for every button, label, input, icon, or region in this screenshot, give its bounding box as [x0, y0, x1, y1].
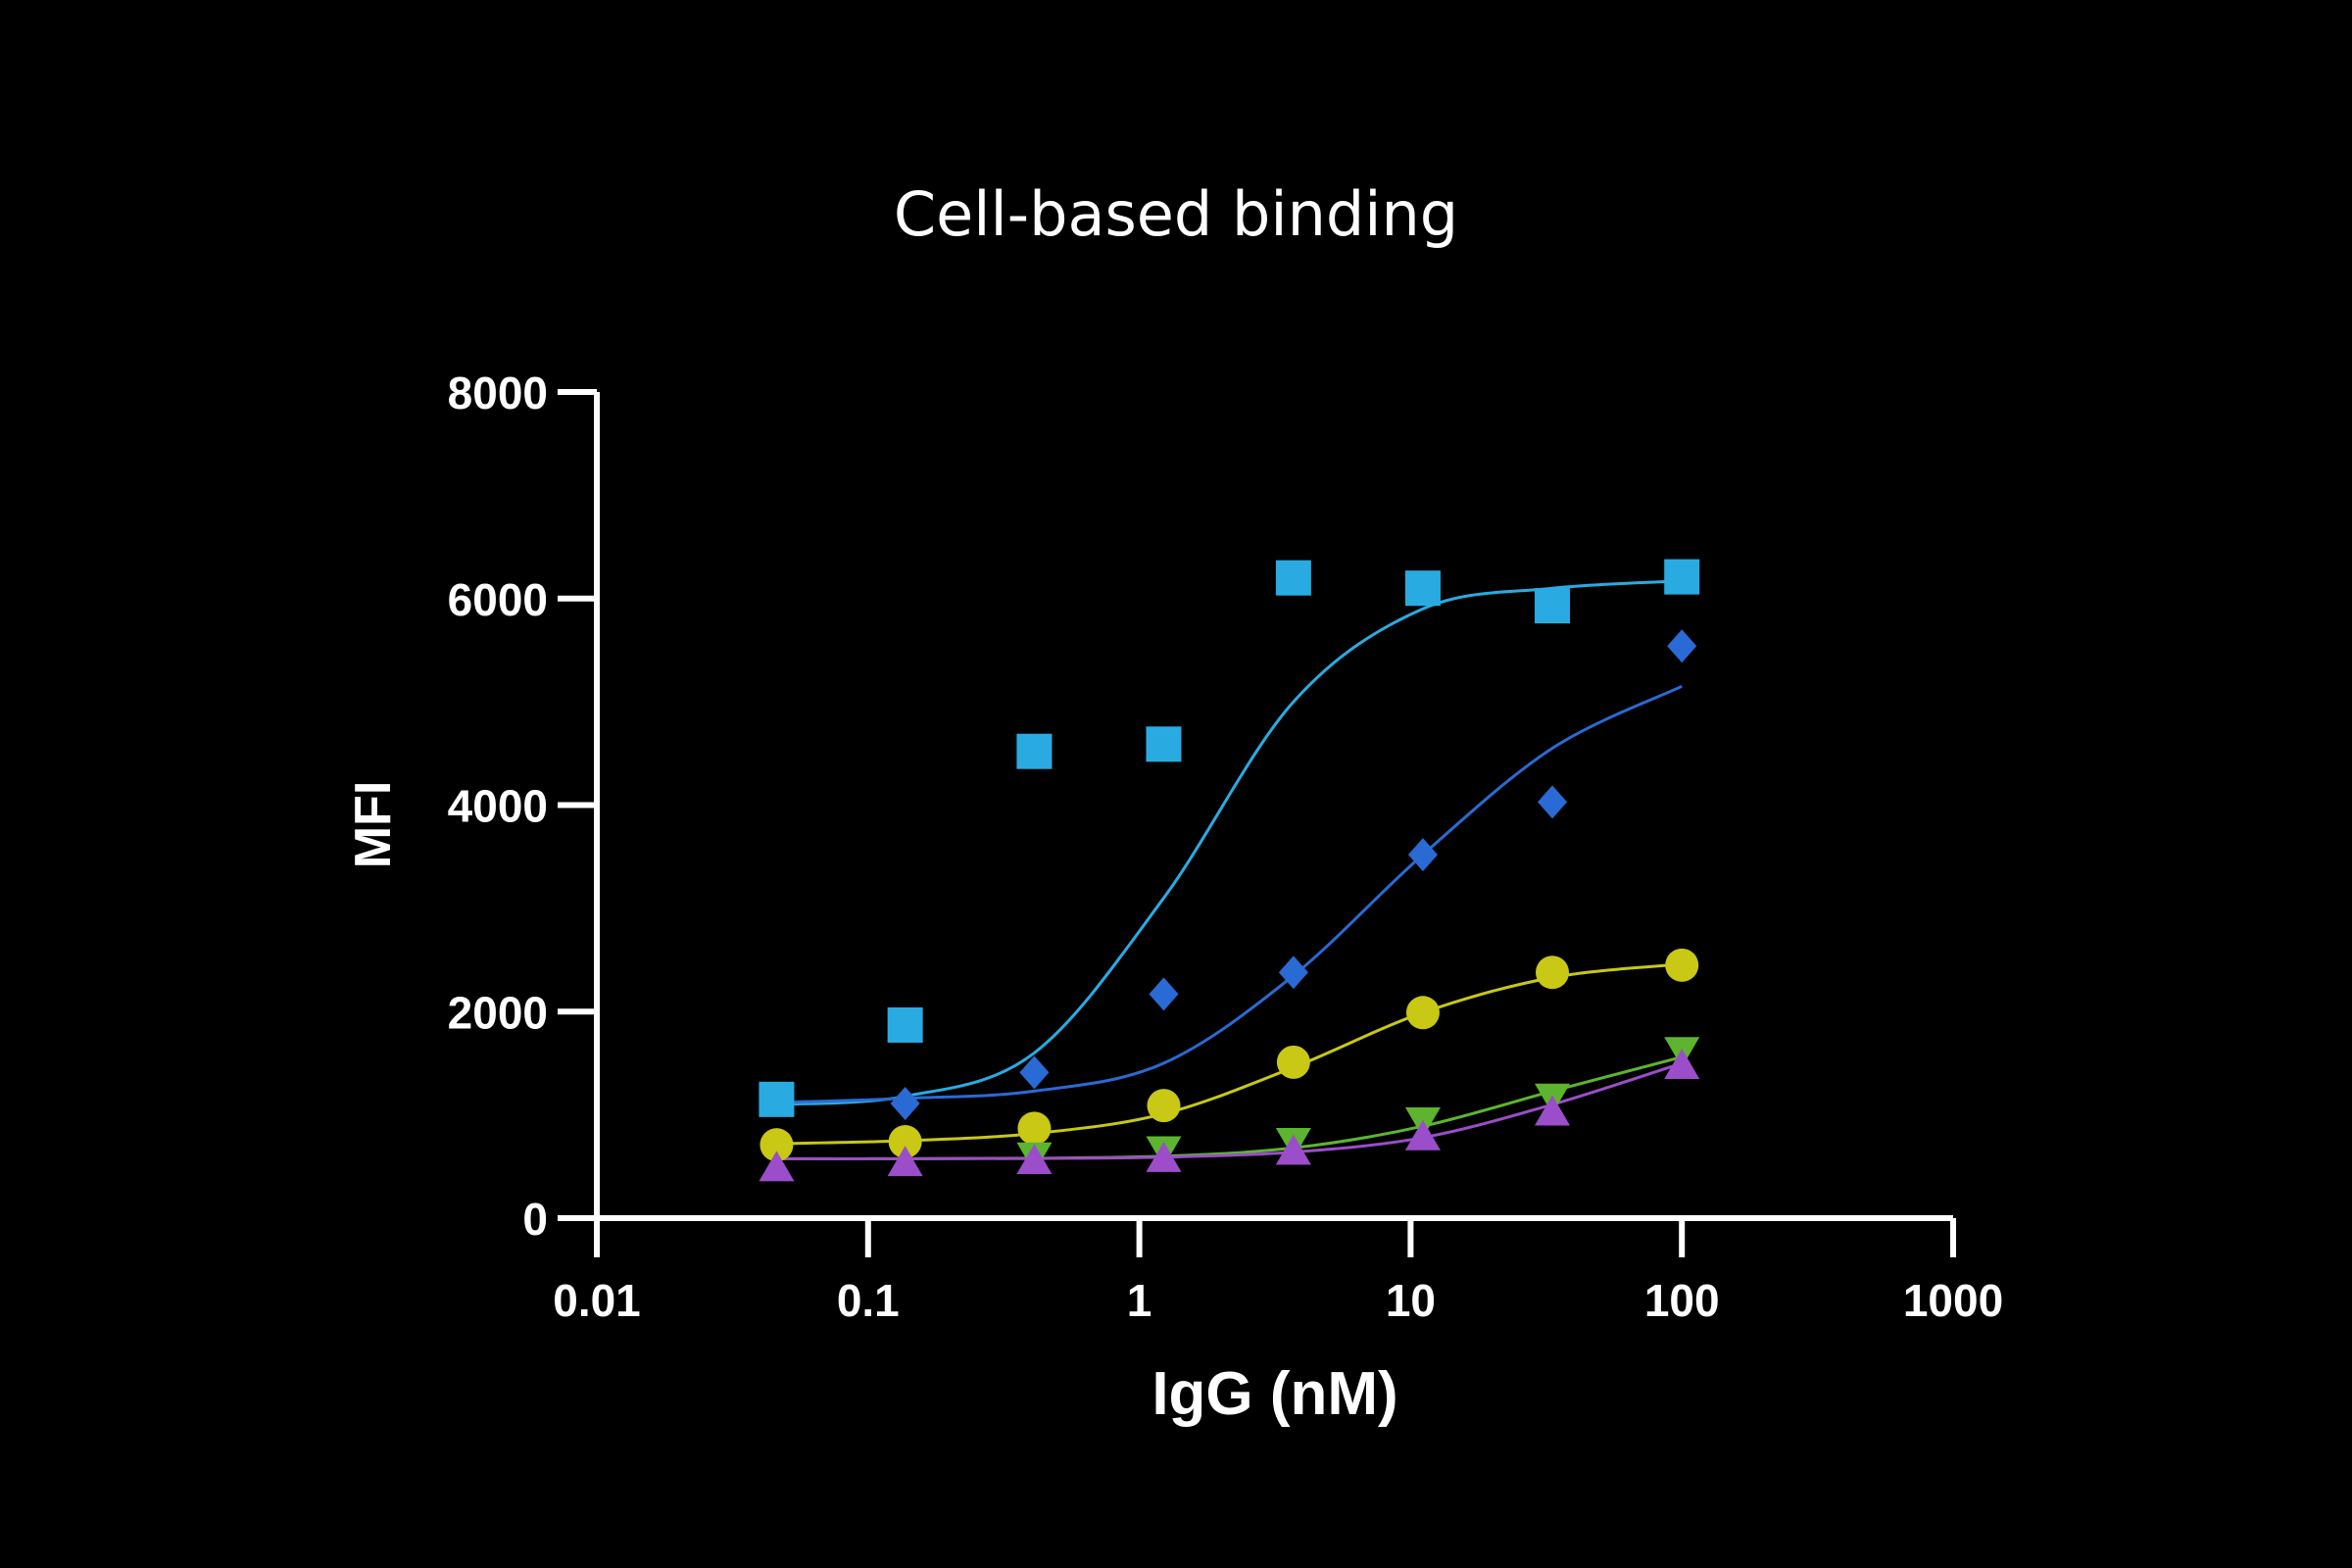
- y-axis-label: MFI: [345, 781, 402, 869]
- data-point-series-3: [1147, 1089, 1181, 1123]
- x-tick-label: 10: [1386, 1275, 1436, 1326]
- x-tick-label: 1: [1127, 1275, 1152, 1326]
- y-tick-label: 4000: [448, 781, 548, 832]
- data-point-series-3: [1276, 1045, 1310, 1079]
- data-point-series-5: [759, 1151, 795, 1182]
- data-point-series-3: [1665, 948, 1699, 982]
- data-point-series-2: [1667, 629, 1697, 663]
- data-points: [759, 559, 1700, 1182]
- data-point-series-1: [759, 1081, 795, 1117]
- data-point-series-2: [890, 1087, 920, 1121]
- y-tick-label: 2000: [448, 987, 548, 1038]
- fit-curve-5: [776, 1061, 1683, 1160]
- data-point-series-2: [1538, 785, 1568, 819]
- data-point-series-5: [1275, 1134, 1311, 1165]
- y-tick-label: 0: [522, 1194, 548, 1245]
- fit-curve-1: [776, 579, 1683, 1106]
- data-point-series-5: [1146, 1141, 1182, 1172]
- data-point-series-5: [887, 1146, 923, 1177]
- data-point-series-5: [1664, 1049, 1700, 1080]
- data-point-series-3: [1536, 956, 1570, 990]
- data-point-series-2: [1278, 956, 1308, 990]
- x-tick-label: 1000: [1903, 1275, 2003, 1326]
- axes: 0 2000 4000 6000 8000 0.01 0.1 1 10 100 1000: [448, 368, 2004, 1326]
- data-point-series-3: [1017, 1111, 1052, 1146]
- data-point-series-1: [1664, 559, 1700, 595]
- data-point-series-1: [887, 1006, 923, 1043]
- data-point-series-1: [1275, 560, 1311, 596]
- data-point-series-2: [1149, 977, 1179, 1011]
- data-point-series-3: [1405, 996, 1440, 1030]
- y-tick-label: 6000: [448, 574, 548, 625]
- x-tick-label: 0.01: [553, 1275, 641, 1326]
- data-point-series-1: [1146, 726, 1182, 762]
- x-tick-label: 100: [1644, 1275, 1720, 1326]
- data-point-series-1: [1016, 733, 1053, 769]
- data-point-series-3: [760, 1128, 794, 1162]
- fit-curve-2: [776, 684, 1683, 1104]
- data-point-series-3: [888, 1125, 922, 1159]
- data-point-series-1: [1404, 570, 1441, 607]
- y-tick-label: 8000: [448, 368, 548, 418]
- data-point-series-5: [1404, 1119, 1441, 1151]
- data-point-series-1: [1535, 588, 1571, 624]
- x-axis-label: IgG (nM): [1152, 1360, 1397, 1428]
- data-point-series-2: [1407, 838, 1438, 872]
- x-tick-label: 0.1: [837, 1275, 900, 1326]
- data-point-series-2: [1019, 1055, 1050, 1090]
- fit-curves: [776, 579, 1683, 1160]
- chart-title: Cell-based binding: [893, 178, 1459, 250]
- data-point-series-5: [1016, 1143, 1053, 1174]
- data-point-series-5: [1535, 1095, 1571, 1126]
